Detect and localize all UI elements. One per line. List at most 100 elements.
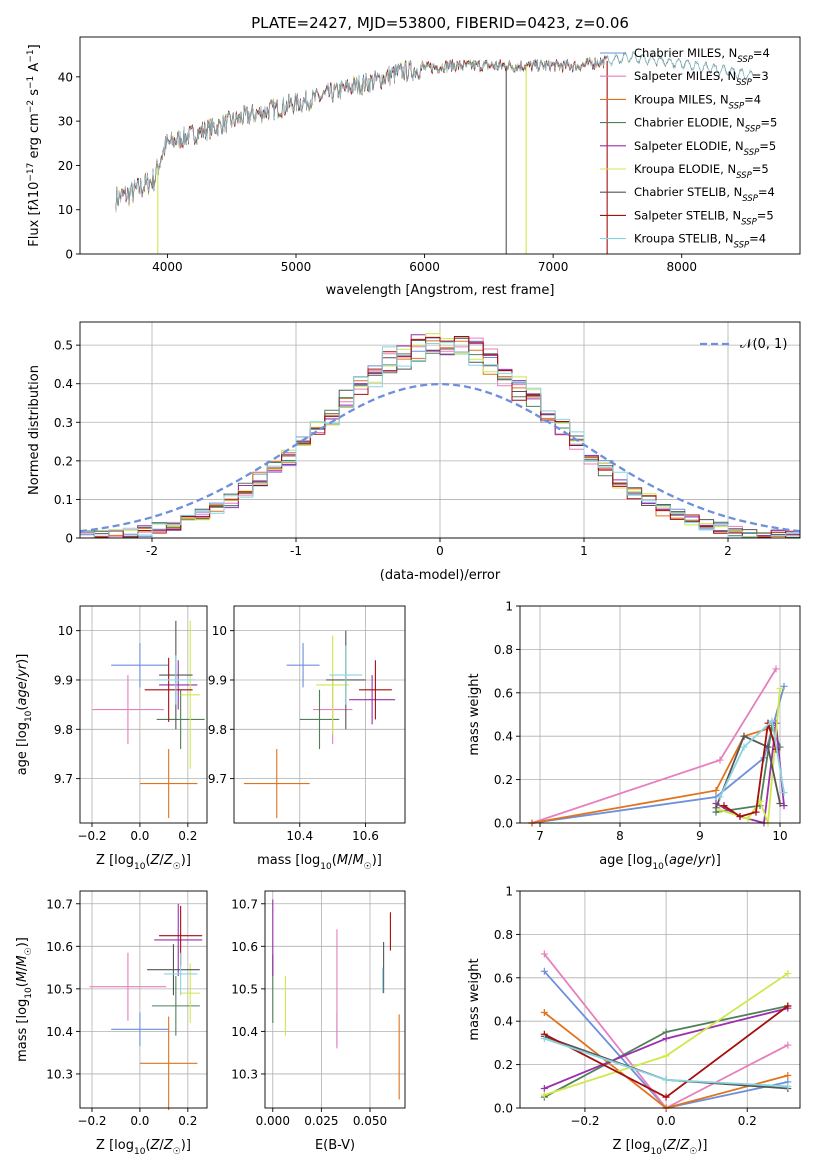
weight_vs_age-ylabel: mass weight — [467, 673, 482, 755]
age_vs_Z-ytick-label: 9.9 — [54, 673, 73, 687]
weight_vs_age-ytick-label: 0.0 — [494, 817, 513, 831]
residuals-ytick-label: 0 — [65, 532, 73, 546]
weight_vs_Z-marker — [540, 1084, 548, 1092]
spectrum-xtick-label: 8000 — [666, 260, 697, 274]
mass_vs_ebv-xlabel: E(B-V) — [315, 1138, 355, 1153]
age_vs_Z-xtick-label: −0.2 — [77, 829, 106, 843]
weight_vs_age-marker — [740, 732, 748, 740]
spectrum-ytick-label: 40 — [58, 70, 73, 84]
legend-label: Chabrier STELIB, NSSP=4 — [634, 185, 775, 204]
weight_vs_Z-ytick-label: 0.4 — [494, 1015, 513, 1029]
weight_vs_age-marker — [780, 682, 788, 690]
age_vs_Z-xtick-label: 0.2 — [178, 829, 197, 843]
residuals-legend-label: 𝒩(0, 1) — [740, 337, 787, 352]
residuals-ytick-label: 0.2 — [54, 454, 73, 468]
residuals-xtick-label: 2 — [724, 544, 732, 558]
weight_vs_Z-frame — [519, 890, 801, 1109]
age_vs_Z-ytick-label: 9.8 — [54, 723, 73, 737]
weight_vs_Z-marker — [662, 1035, 670, 1043]
weight_vs_age-line — [719, 688, 781, 824]
age_vs_mass-ytick-label: 9.9 — [208, 673, 227, 687]
weight_vs_age-marker — [716, 806, 724, 814]
spectrum-series-group — [115, 50, 754, 254]
weight_vs_age-frame — [519, 605, 801, 824]
spectrum-xtick-label: 4000 — [152, 260, 183, 274]
weight_vs_age-ytick-label: 1 — [505, 600, 513, 614]
weight_vs_age-line — [531, 686, 785, 824]
age_vs_mass-xlabel: mass [log10(M/M☉)] — [257, 853, 382, 872]
age_vs_mass-axes: 10.4 10.6 9.7 9.8 9.9 10 — [208, 606, 405, 843]
weight_vs_age-marker — [780, 789, 788, 797]
weight_vs_age-marker — [776, 684, 784, 692]
age_vs_Z-frame — [79, 605, 208, 824]
legend-label: Salpeter MILES, NSSP=3 — [634, 69, 769, 88]
age_vs_Z-ylabel: age [log10(age/yr)] — [15, 654, 34, 776]
weight_vs_age-ytick-label: 0.6 — [494, 686, 513, 700]
weight_vs_Z-xtick-label: 0.0 — [657, 1114, 676, 1128]
spectrum-series-line — [115, 56, 607, 210]
weight_vs_Z-xlabel: Z [log10(Z/Z☉)] — [613, 1138, 708, 1157]
age_vs_Z-axes: −0.2 0.0 0.2 9.7 9.8 9.9 10 — [54, 606, 207, 843]
spectrum-series-line — [115, 50, 754, 212]
legend-label: Kroupa STELIB, NSSP=4 — [634, 232, 766, 251]
weight_vs_Z-series — [540, 950, 792, 1112]
weight_vs_Z-marker — [784, 1041, 792, 1049]
spectrum-series-line — [115, 55, 607, 211]
weight_vs_age-marker — [712, 804, 720, 812]
age_vs_Z-errorbars — [91, 620, 205, 819]
weight_vs_age-marker — [780, 802, 788, 810]
residuals-ytick-label: 0.1 — [54, 493, 73, 507]
mass_vs_Z-ytick-label: 10.5 — [46, 982, 73, 996]
spectrum-series-line — [115, 55, 607, 213]
weight_vs_Z-ytick-label: 0.0 — [494, 1102, 513, 1116]
legend-label: Kroupa MILES, NSSP=4 — [634, 92, 761, 111]
residuals-xlabel: (data-model)/error — [380, 568, 501, 583]
weight_vs_age-ytick-label: 0.2 — [494, 773, 513, 787]
mass_vs_ebv-errorbars — [272, 899, 400, 1100]
weight_vs_age-marker — [744, 815, 752, 823]
mass_vs_Z-ytick-label: 10.4 — [46, 1025, 73, 1039]
weight_vs_Z-marker — [784, 969, 792, 977]
mass_vs_ebv-ytick-label: 10.7 — [231, 897, 258, 911]
spectrum-ylabel: Flux [fλ10−17 erg cm−2 s−1 A−1] — [26, 44, 42, 246]
weight_vs_Z-ytick-label: 0.8 — [494, 928, 513, 942]
mass_vs_Z-xlabel: Z [log10(Z/Z☉)] — [96, 1138, 191, 1157]
weight_vs_age-marker — [752, 808, 760, 816]
age_vs_mass-xtick-label: 10.4 — [286, 829, 313, 843]
weight_vs_age-marker — [740, 743, 748, 751]
weight_vs_age-marker — [776, 799, 784, 807]
mass_vs_Z-ytick-label: 10.6 — [46, 940, 73, 954]
weight_vs_age-xtick-label: 10 — [772, 829, 787, 843]
weight_vs_age-line — [531, 726, 773, 824]
residuals-xtick-label: 1 — [580, 544, 588, 558]
spectrum-ytick-label: 0 — [65, 248, 73, 262]
weight_vs_Z-marker — [784, 1082, 792, 1090]
spectrum-ytick-label: 10 — [58, 203, 73, 217]
spectrum-xlabel: wavelength [Angstrom, rest frame] — [326, 283, 555, 298]
residual-histogram-step — [80, 337, 800, 538]
spectrum-axes: 4000 5000 6000 7000 8000 0 10 20 30 40 — [58, 70, 697, 274]
weight_vs_age-marker — [716, 756, 724, 764]
age_vs_mass-ytick-label: 9.7 — [208, 772, 227, 786]
residuals-ytick-label: 0.4 — [54, 377, 73, 391]
legend-label: Kroupa ELODIE, NSSP=5 — [634, 162, 769, 181]
weight_vs_Z-marker — [662, 1052, 670, 1060]
weight_vs_age-ytick-label: 0.8 — [494, 643, 513, 657]
residual-histogram-step — [80, 336, 800, 538]
weight_vs_Z-marker — [662, 1076, 670, 1084]
weight_vs_age-marker — [712, 786, 720, 794]
weight_vs_age-marker — [736, 812, 744, 820]
spectrum-xtick-label: 6000 — [409, 260, 440, 274]
weight_vs_Z-marker — [540, 1035, 548, 1043]
mass_vs_ebv-xtick-label: 0.000 — [256, 1114, 290, 1128]
residuals-xtick-label: -2 — [146, 544, 158, 558]
weight_vs_Z-marker — [662, 1028, 670, 1036]
weight_vs_Z-xtick-label: 0.2 — [738, 1114, 757, 1128]
residuals-xtick-label: 0 — [436, 544, 444, 558]
mass_vs_ebv-xtick-label: 0.050 — [353, 1114, 387, 1128]
mass_vs_Z-axes: −0.2 0.0 0.2 10.3 10.4 10.5 10.6 10.7 — [46, 891, 207, 1128]
age_vs_Z-xlabel: Z [log10(Z/Z☉)] — [96, 853, 191, 872]
legend-label: Salpeter ELODIE, NSSP=5 — [634, 139, 776, 158]
figure-title: PLATE=2427, MJD=53800, FIBERID=0423, z=0… — [251, 14, 629, 32]
weight_vs_age-series — [528, 665, 788, 827]
